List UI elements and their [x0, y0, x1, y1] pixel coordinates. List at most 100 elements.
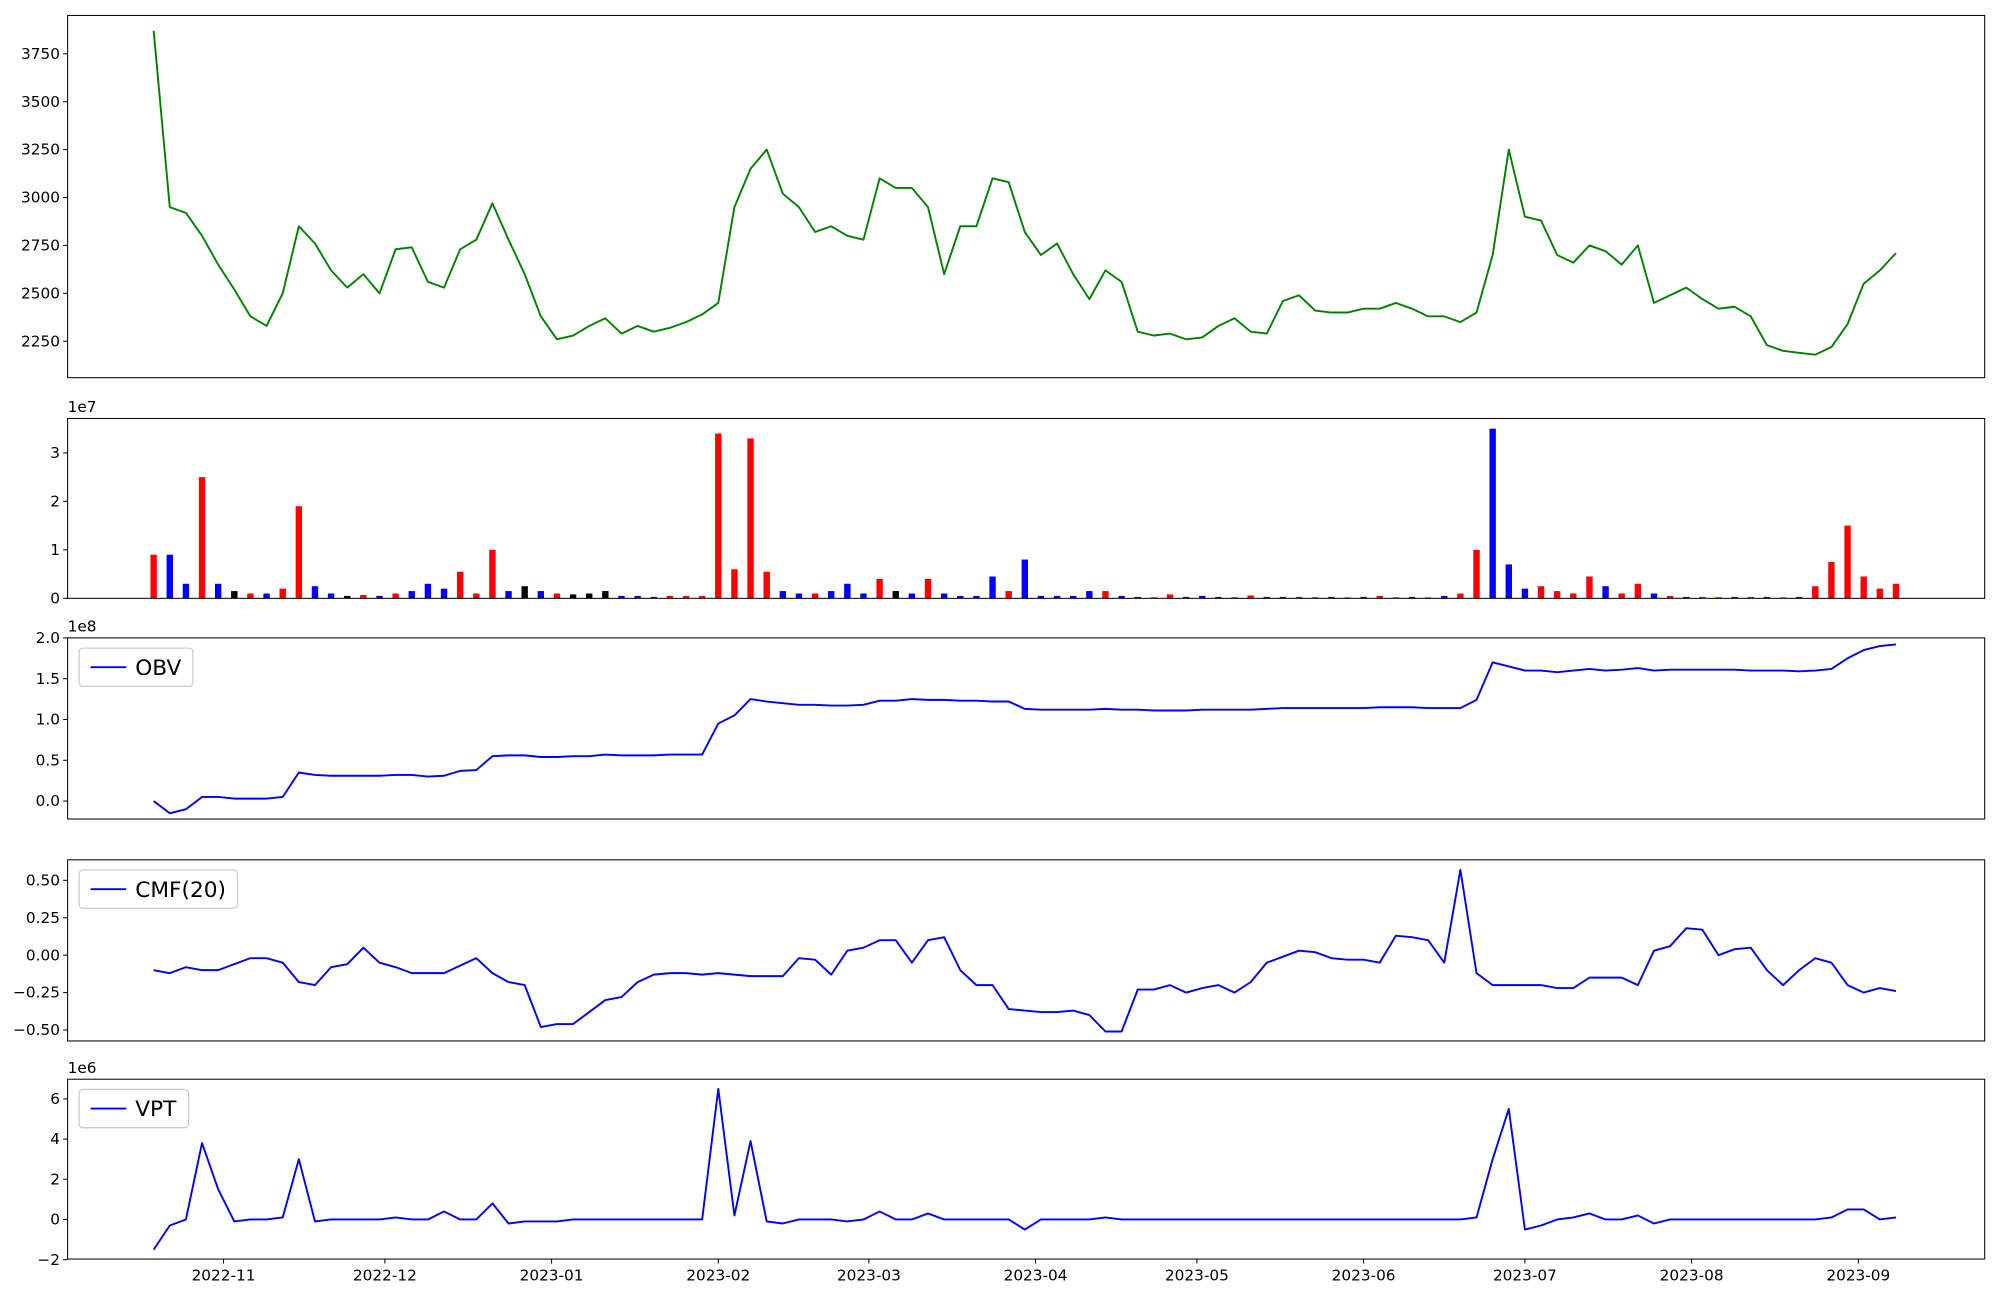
- volume-bar: [844, 583, 851, 599]
- volume-bar: [586, 593, 593, 599]
- volume-bar: [1441, 595, 1448, 599]
- volume-bar: [1602, 586, 1609, 599]
- volume-bar: [940, 593, 948, 599]
- volume-bar: [521, 586, 528, 599]
- y-tick-label: 1.0: [36, 711, 60, 729]
- volume-bar: [1553, 591, 1561, 599]
- volume-bar: [1795, 596, 1803, 599]
- volume-bar: [1505, 564, 1512, 599]
- volume-bar: [1828, 561, 1835, 599]
- volume-bar: [1666, 595, 1674, 599]
- volume-bar: [1731, 596, 1738, 599]
- volume-bar: [1005, 591, 1012, 599]
- subplot: −0.50 −0.25 0.00 0.25 0.50 CMF(20): [13, 859, 1986, 1042]
- legend-label: VPT: [135, 1097, 177, 1122]
- volume-bar: [892, 591, 899, 599]
- volume-bar: [295, 506, 303, 599]
- y-tick-label: 3500: [21, 93, 60, 111]
- y-tick-label: −0.50: [13, 1021, 60, 1039]
- y-tick-label: 0: [50, 1211, 60, 1229]
- legend-box: [78, 869, 239, 909]
- volume-bar: [489, 549, 496, 599]
- volume-bar: [1521, 588, 1529, 599]
- volume-bar: [569, 594, 577, 599]
- axes-frame: [67, 14, 1986, 379]
- volume-bar: [602, 591, 609, 599]
- y-tick-label: 0: [50, 589, 60, 607]
- y-tick-label: 0.0: [36, 792, 60, 810]
- volume-bar: [1086, 591, 1093, 599]
- volume-bar: [1876, 588, 1884, 599]
- volume-bar: [795, 593, 803, 599]
- volume-bar: [1166, 594, 1174, 599]
- offset-text: 1e7: [68, 398, 97, 416]
- x-tick-label: 2023-03: [837, 1267, 901, 1285]
- volume-bar: [1747, 596, 1754, 599]
- axes-frame: [67, 637, 1986, 820]
- volume-bar: [1247, 595, 1254, 599]
- volume-bar: [1037, 595, 1045, 599]
- volume-bar: [392, 593, 399, 599]
- offset-text: 1e8: [68, 618, 97, 636]
- volume-bar: [1860, 576, 1867, 599]
- volume-bar: [279, 588, 286, 599]
- volume-bar: [1634, 583, 1642, 599]
- y-tick-label: −2: [37, 1251, 60, 1269]
- volume-bar: [1570, 593, 1577, 599]
- subplot: 2250 2500 2750 3000 3250 3500 3750: [21, 14, 1986, 379]
- volume-bar: [1328, 596, 1335, 599]
- volume-bar: [311, 586, 319, 599]
- y-tick-label: 3750: [21, 45, 60, 63]
- y-tick-label: 0.25: [26, 909, 60, 927]
- subplot: 0 1 2 3 1e7: [50, 398, 1986, 607]
- volume-bar: [876, 578, 883, 599]
- x-tick-label: 2023-02: [686, 1267, 750, 1285]
- volume-bar: [263, 593, 270, 599]
- y-tick-label: 1.5: [36, 670, 60, 688]
- volume-bar: [1892, 583, 1900, 599]
- legend-box: [78, 1088, 190, 1129]
- x-tick-label: 2023-01: [520, 1267, 584, 1285]
- volume-bar: [1182, 596, 1190, 599]
- volume-bar: [811, 593, 819, 599]
- x-tick-label: 2023-08: [1660, 1267, 1724, 1285]
- volume-bar: [214, 583, 222, 599]
- axes-frame: [67, 1078, 1986, 1260]
- volume-bar: [473, 593, 480, 599]
- legend-box: [78, 647, 194, 687]
- volume-bar: [327, 593, 335, 599]
- volume-bar: [634, 595, 641, 599]
- y-tick-label: 1: [50, 541, 60, 559]
- y-tick-label: 3250: [21, 141, 60, 159]
- volume-bar: [1473, 549, 1480, 599]
- volume-bar: [1053, 595, 1061, 599]
- y-tick-label: 2750: [21, 237, 60, 255]
- volume-bar: [376, 595, 383, 599]
- volume-bar: [731, 569, 738, 599]
- offset-text: 1e6: [68, 1059, 97, 1077]
- volume-bar: [989, 576, 996, 599]
- volume-bar: [763, 571, 770, 599]
- y-tick-label: 4: [50, 1130, 60, 1148]
- volume-bar: [682, 595, 690, 599]
- volume-bar: [537, 591, 545, 599]
- volume-bar: [779, 591, 787, 599]
- volume-bar: [456, 571, 464, 599]
- volume-bar: [247, 593, 254, 599]
- y-tick-label: 3000: [21, 189, 60, 207]
- y-tick-label: −0.25: [13, 984, 60, 1002]
- volume-bar: [1844, 525, 1851, 599]
- volume-bar: [957, 595, 964, 599]
- volume-bar: [1215, 596, 1222, 599]
- y-tick-label: 2.0: [36, 629, 60, 647]
- volume-bar: [1199, 595, 1206, 599]
- volume-bar: [860, 593, 867, 599]
- axes-frame: [67, 859, 1986, 1042]
- volume-bar: [1279, 596, 1287, 599]
- subplot: 0.0 0.5 1.0 1.5 2.0 1e8 OBV: [36, 618, 1986, 820]
- volume-bar: [1408, 596, 1416, 599]
- volume-bar: [698, 595, 706, 599]
- volume-bar: [408, 591, 415, 599]
